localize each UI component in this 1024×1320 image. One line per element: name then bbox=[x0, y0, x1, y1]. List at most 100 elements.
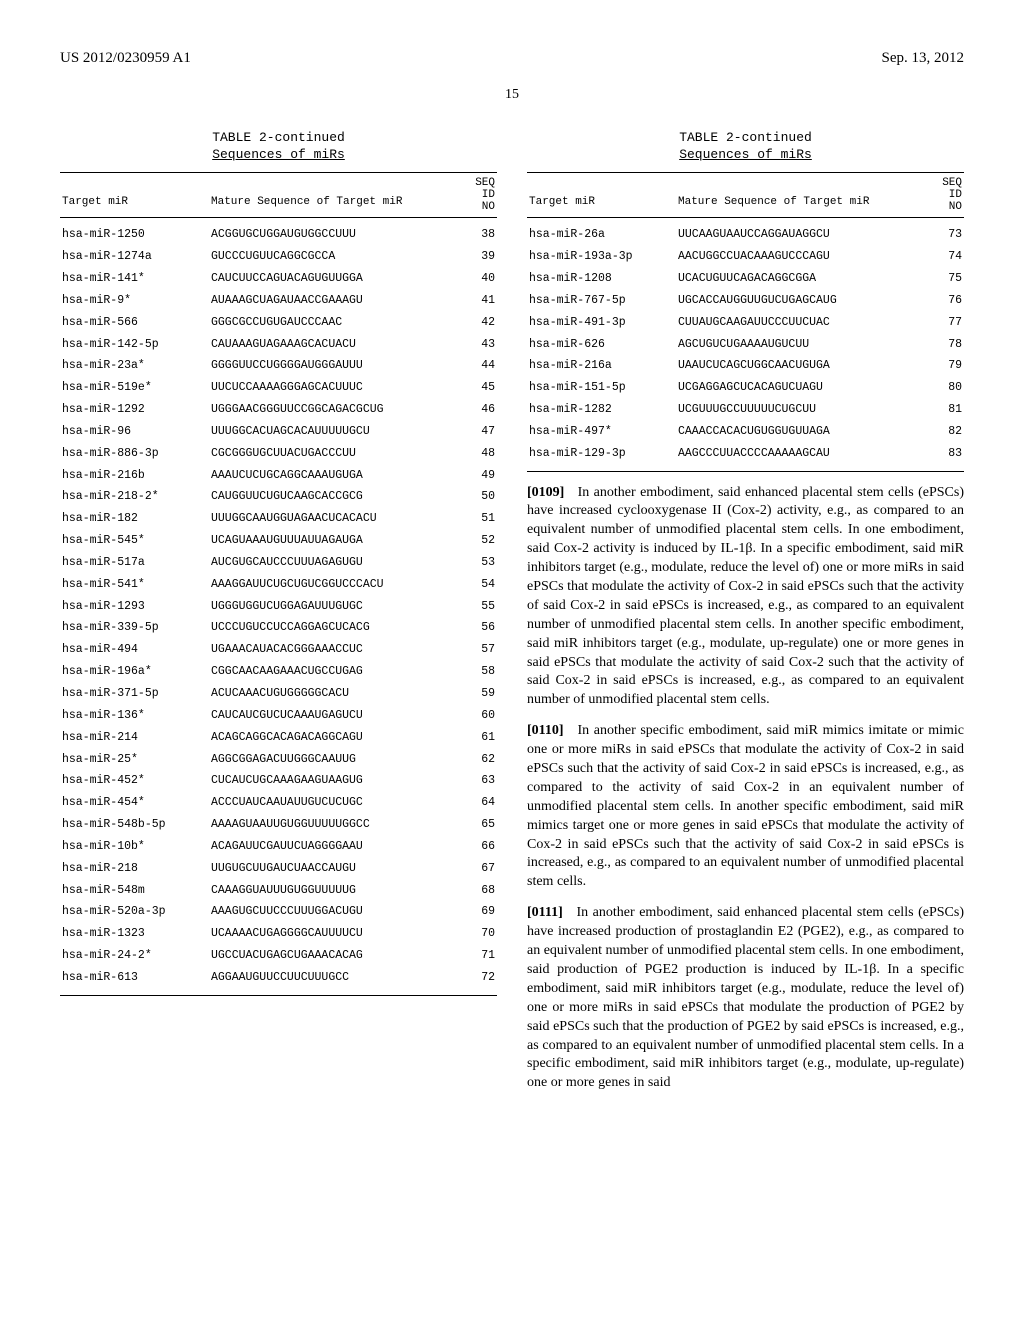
target-mir-cell: hsa-miR-151-5p bbox=[527, 377, 676, 399]
sequence-cell: UUCUCCAAAAGGGAGCACUUUC bbox=[209, 377, 457, 399]
seqno-cell: 56 bbox=[457, 617, 497, 639]
target-mir-cell: hsa-miR-1282 bbox=[527, 399, 676, 421]
sequence-cell: CAUCAUCGUCUCAAAUGAGUCU bbox=[209, 705, 457, 727]
sequence-cell: UCCCUGUCCUCCAGGAGCUCACG bbox=[209, 617, 457, 639]
target-mir-cell: hsa-miR-517a bbox=[60, 552, 209, 574]
seqno-cell: 82 bbox=[924, 421, 964, 443]
target-mir-cell: hsa-miR-519e* bbox=[60, 377, 209, 399]
seqno-cell: 42 bbox=[457, 312, 497, 334]
sequence-cell: AAAAGUAAUUGUGGUUUUUGGCC bbox=[209, 814, 457, 836]
target-mir-cell: hsa-miR-1274a bbox=[60, 246, 209, 268]
target-mir-cell: hsa-miR-548b-5p bbox=[60, 814, 209, 836]
target-mir-cell: hsa-miR-541* bbox=[60, 574, 209, 596]
seqno-cell: 59 bbox=[457, 683, 497, 705]
seqno-cell: 50 bbox=[457, 486, 497, 508]
table-row: hsa-miR-1274aGUCCCUGUUCAGGCGCCA39 bbox=[60, 246, 497, 268]
table-row: hsa-miR-129-3pAAGCCCUUACCCCAAAAAGCAU83 bbox=[527, 443, 964, 471]
seqno-cell: 74 bbox=[924, 246, 964, 268]
table-row: hsa-miR-151-5pUCGAGGAGCUCACAGUCUAGU80 bbox=[527, 377, 964, 399]
table-row: hsa-miR-193a-3pAACUGGCCUACAAAGUCCCAGU74 bbox=[527, 246, 964, 268]
para-number: [0109] bbox=[527, 485, 564, 500]
target-mir-cell: hsa-miR-218-2* bbox=[60, 486, 209, 508]
sequence-cell: GUCCCUGUUCAGGCGCCA bbox=[209, 246, 457, 268]
left-col1-header: Target miR bbox=[60, 173, 209, 218]
target-mir-cell: hsa-miR-613 bbox=[60, 967, 209, 995]
sequence-cell: UUGUGCUUGAUCUAACCAUGU bbox=[209, 858, 457, 880]
sequence-cell: AUCGUGCAUCCCUUUAGAGUGU bbox=[209, 552, 457, 574]
seqno-cell: 63 bbox=[457, 770, 497, 792]
target-mir-cell: hsa-miR-1208 bbox=[527, 268, 676, 290]
seqno-cell: 67 bbox=[457, 858, 497, 880]
seqno-cell: 54 bbox=[457, 574, 497, 596]
table-row: hsa-miR-218-2*CAUGGUUCUGUCAAGCACCGCG50 bbox=[60, 486, 497, 508]
sequence-cell: CUCAUCUGCAAAGAAGUAAGUG bbox=[209, 770, 457, 792]
header-right: Sep. 13, 2012 bbox=[882, 50, 965, 67]
target-mir-cell: hsa-miR-216b bbox=[60, 465, 209, 487]
sequence-cell: AGCUGUCUGAAAAUGUCUU bbox=[676, 334, 924, 356]
page-number: 15 bbox=[60, 87, 964, 103]
body-paragraph: [0109] In another embodiment, said enhan… bbox=[527, 484, 964, 711]
target-mir-cell: hsa-miR-129-3p bbox=[527, 443, 676, 471]
seqno-cell: 76 bbox=[924, 290, 964, 312]
sequence-cell: UCGAGGAGCUCACAGUCUAGU bbox=[676, 377, 924, 399]
sequence-cell: UAAUCUCAGCUGGCAACUGUGA bbox=[676, 355, 924, 377]
sequence-cell: AAAGGAUUCUGCUGUCGGUCCCACU bbox=[209, 574, 457, 596]
table-row: hsa-miR-548mCAAAGGUAUUUGUGGUUUUUG68 bbox=[60, 880, 497, 902]
seqno-cell: 43 bbox=[457, 334, 497, 356]
id-label: ID bbox=[482, 189, 495, 201]
table-row: hsa-miR-371-5pACUCAAACUGUGGGGGCACU59 bbox=[60, 683, 497, 705]
sequence-cell: UGCCUACUGAGCUGAAACACAG bbox=[209, 945, 457, 967]
seqno-cell: 77 bbox=[924, 312, 964, 334]
table-row: hsa-miR-545*UCAGUAAAUGUUUAUUAGAUGA52 bbox=[60, 530, 497, 552]
table-row: hsa-miR-1292UGGGAACGGGUUCCGGCAGACGCUG46 bbox=[60, 399, 497, 421]
target-mir-cell: hsa-miR-886-3p bbox=[60, 443, 209, 465]
seqno-cell: 57 bbox=[457, 639, 497, 661]
target-mir-cell: hsa-miR-497* bbox=[527, 421, 676, 443]
left-col3-header: SEQ ID NO bbox=[457, 173, 497, 218]
sequence-cell: UGGGUGGUCUGGAGAUUUGUGC bbox=[209, 596, 457, 618]
target-mir-cell: hsa-miR-1292 bbox=[60, 399, 209, 421]
table-row: hsa-miR-218UUGUGCUUGAUCUAACCAUGU67 bbox=[60, 858, 497, 880]
target-mir-cell: hsa-miR-1323 bbox=[60, 923, 209, 945]
target-mir-cell: hsa-miR-491-3p bbox=[527, 312, 676, 334]
sequence-cell: GGGGUUCCUGGGGAUGGGAUUU bbox=[209, 355, 457, 377]
sequence-cell: UUUGGCACUAGCACAUUUUUGCU bbox=[209, 421, 457, 443]
seqno-cell: 39 bbox=[457, 246, 497, 268]
table-row: hsa-miR-136*CAUCAUCGUCUCAAAUGAGUCU60 bbox=[60, 705, 497, 727]
sequence-cell: AAAUCUCUGCAGGCAAAUGUGA bbox=[209, 465, 457, 487]
target-mir-cell: hsa-miR-339-5p bbox=[60, 617, 209, 639]
sequence-cell: ACAGCAGGCACAGACAGGCAGU bbox=[209, 727, 457, 749]
sequence-cell: CAAACCACACUGUGGUGUUAGA bbox=[676, 421, 924, 443]
right-table-subcaption: Sequences of miRs bbox=[527, 147, 964, 162]
table-row: hsa-miR-454*ACCCUAUCAAUAUUGUCUCUGC64 bbox=[60, 792, 497, 814]
seqno-cell: 52 bbox=[457, 530, 497, 552]
seqno-cell: 83 bbox=[924, 443, 964, 471]
table-row: hsa-miR-497*CAAACCACACUGUGGUGUUAGA82 bbox=[527, 421, 964, 443]
sequence-cell: ACAGAUUCGAUUCUAGGGGAAU bbox=[209, 836, 457, 858]
seqno-cell: 58 bbox=[457, 661, 497, 683]
table-row: hsa-miR-541*AAAGGAUUCUGCUGUCGGUCCCACU54 bbox=[60, 574, 497, 596]
sequence-cell: CAUAAAGUAGAAAGCACUACU bbox=[209, 334, 457, 356]
table-row: hsa-miR-1323UCAAAACUGAGGGGCAUUUUCU70 bbox=[60, 923, 497, 945]
table-row: hsa-miR-1250ACGGUGCUGGAUGUGGCCUUU38 bbox=[60, 218, 497, 246]
table-row: hsa-miR-520a-3pAAAGUGCUUCCCUUUGGACUGU69 bbox=[60, 901, 497, 923]
right-col1-header: Target miR bbox=[527, 173, 676, 218]
table-row: hsa-miR-214ACAGCAGGCACAGACAGGCAGU61 bbox=[60, 727, 497, 749]
target-mir-cell: hsa-miR-545* bbox=[60, 530, 209, 552]
sequence-cell: AGGAAUGUUCCUUCUUUGCC bbox=[209, 967, 457, 995]
target-mir-cell: hsa-miR-136* bbox=[60, 705, 209, 727]
body-paragraph: [0110] In another specific embodiment, s… bbox=[527, 722, 964, 892]
target-mir-cell: hsa-miR-371-5p bbox=[60, 683, 209, 705]
table-row: hsa-miR-141*CAUCUUCCAGUACAGUGUUGGA40 bbox=[60, 268, 497, 290]
seqno-cell: 64 bbox=[457, 792, 497, 814]
target-mir-cell: hsa-miR-182 bbox=[60, 508, 209, 530]
target-mir-cell: hsa-miR-452* bbox=[60, 770, 209, 792]
sequence-cell: AUAAAGCUAGAUAACCGAAAGU bbox=[209, 290, 457, 312]
para-number: [0111] bbox=[527, 905, 563, 920]
sequence-cell: UGAAACAUACACGGGAAACCUC bbox=[209, 639, 457, 661]
table-row: hsa-miR-142-5pCAUAAAGUAGAAAGCACUACU43 bbox=[60, 334, 497, 356]
target-mir-cell: hsa-miR-196a* bbox=[60, 661, 209, 683]
seqno-cell: 69 bbox=[457, 901, 497, 923]
seqno-cell: 53 bbox=[457, 552, 497, 574]
sequence-cell: UCAGUAAAUGUUUAUUAGAUGA bbox=[209, 530, 457, 552]
